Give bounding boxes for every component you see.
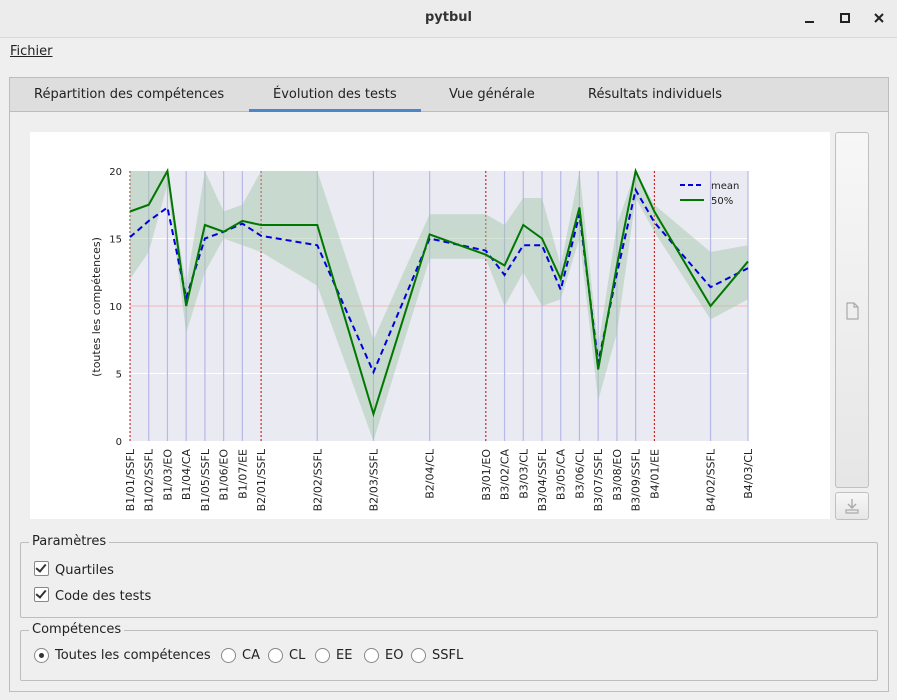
parametres-group: Paramètres Quartiles Code des tests: [20, 534, 878, 618]
tab-vue-generale[interactable]: Vue générale: [449, 87, 535, 102]
radio-ssfl-label: SSFL: [432, 648, 464, 663]
x-tick-label: B3/07/SSFL: [592, 448, 605, 511]
x-tick-label: B3/06/CL: [573, 448, 586, 499]
radio-unchecked-icon: [268, 648, 283, 663]
x-tick-label: B1/03/EO: [161, 449, 174, 501]
radio-toutes-label: Toutes les compétences: [55, 648, 211, 663]
y-tick-label: 15: [109, 235, 122, 246]
x-tick-label: B3/05/CA: [555, 449, 568, 501]
x-tick-label: B1/01/SSFL: [124, 448, 137, 511]
download-button[interactable]: [835, 492, 869, 520]
radio-cl[interactable]: CL: [268, 648, 305, 663]
tab-evolution[interactable]: Évolution des tests: [273, 87, 397, 102]
tab-panel: Répartition des compétences Évolution de…: [9, 77, 889, 692]
x-tick-label: B3/08/EO: [611, 449, 624, 501]
y-axis-label: (toutes les compétences): [90, 237, 103, 377]
code-tests-checkbox[interactable]: Code des tests: [34, 587, 151, 604]
radio-unchecked-icon: [411, 648, 426, 663]
quartile-band: [130, 171, 748, 441]
menu-bar: Fichier: [0, 38, 897, 64]
y-tick-label: 20: [109, 167, 122, 178]
active-tab-indicator: [249, 109, 421, 112]
radio-ssfl[interactable]: SSFL: [411, 648, 463, 663]
parametres-title: Paramètres: [29, 534, 110, 549]
radio-toutes[interactable]: Toutes les compétences: [34, 648, 211, 663]
x-tick-label: B2/04/CL: [424, 448, 437, 499]
x-tick-label: B1/06/EO: [218, 449, 231, 501]
y-tick-label: 5: [116, 370, 122, 381]
x-tick-label: B1/02/SSFL: [143, 448, 156, 511]
menu-fichier-label: Fichier: [10, 44, 53, 59]
export-page-icon: [846, 302, 859, 320]
radio-checked-icon: [34, 648, 49, 663]
close-icon[interactable]: [870, 9, 888, 27]
radio-unchecked-icon: [221, 648, 236, 663]
x-tick-label: B2/02/SSFL: [311, 448, 324, 511]
x-tick-label: B1/05/SSFL: [199, 448, 212, 511]
tab-repartition[interactable]: Répartition des compétences: [34, 87, 225, 102]
x-tick-label: B3/09/SSFL: [630, 448, 643, 511]
quartiles-checkbox[interactable]: Quartiles: [34, 561, 114, 578]
radio-ca[interactable]: CA: [221, 648, 260, 663]
quartiles-label: Quartiles: [55, 563, 114, 578]
competences-group: Compétences Toutes les compétences CA CL…: [20, 622, 878, 681]
competences-title: Compétences: [29, 622, 125, 637]
legend: mean 50%: [680, 181, 739, 207]
download-icon: [845, 499, 859, 514]
checkbox-checked-icon: [34, 587, 49, 602]
radio-eo-label: EO: [385, 648, 404, 663]
minimize-icon[interactable]: [801, 9, 819, 27]
x-tick-label: B3/03/CL: [517, 448, 530, 499]
radio-ee[interactable]: EE: [315, 648, 352, 663]
radio-unchecked-icon: [315, 648, 330, 663]
x-tick-label: B1/04/CA: [180, 449, 193, 501]
title-bar: pytbul: [0, 0, 897, 38]
radio-ee-label: EE: [336, 648, 353, 663]
series-line-median: [129, 167, 749, 418]
x-tick-label: B1/07/EE: [236, 449, 249, 499]
tab-bar: Répartition des compétences Évolution de…: [10, 78, 888, 112]
x-tick-label: B2/03/SSFL: [367, 448, 380, 511]
tab-resultats-individuels[interactable]: Résultats individuels: [588, 87, 723, 102]
x-tick-label: B4/01/EE: [648, 449, 661, 499]
x-tick-label: B3/01/EO: [480, 449, 493, 501]
x-tick-label: B4/03/CL: [742, 448, 755, 499]
y-tick-label: 0: [116, 437, 122, 448]
export-button[interactable]: [835, 132, 869, 488]
x-tick-label: B3/04/SSFL: [536, 448, 549, 511]
checkbox-checked-icon: [34, 561, 49, 576]
legend-mean-label: mean: [711, 181, 739, 192]
window-title: pytbul: [424, 10, 472, 25]
code-tests-label: Code des tests: [55, 589, 152, 604]
radio-eo[interactable]: EO: [364, 648, 403, 663]
radio-cl-label: CL: [289, 648, 306, 663]
x-tick-label: B2/01/SSFL: [255, 448, 268, 511]
series-line-mean: [129, 187, 749, 375]
x-tick-label: B3/02/CA: [499, 449, 512, 501]
x-tick-label: B4/02/SSFL: [705, 448, 718, 511]
radio-unchecked-icon: [364, 648, 379, 663]
maximize-icon[interactable]: [836, 9, 854, 27]
menu-fichier[interactable]: Fichier: [10, 44, 53, 59]
evolution-chart: 0 5 10 15 20 B1/01/SSFL B1/02/SSFL B1/03/EO B1/0…: [90, 167, 755, 511]
y-tick-label: 10: [109, 302, 122, 313]
legend-median-label: 50%: [711, 196, 733, 207]
plot-area: 0 5 10 15 20 B1/01/SSFL B1/02/SSFL B1/03/EO B1/0…: [30, 132, 830, 519]
radio-ca-label: CA: [242, 648, 260, 663]
